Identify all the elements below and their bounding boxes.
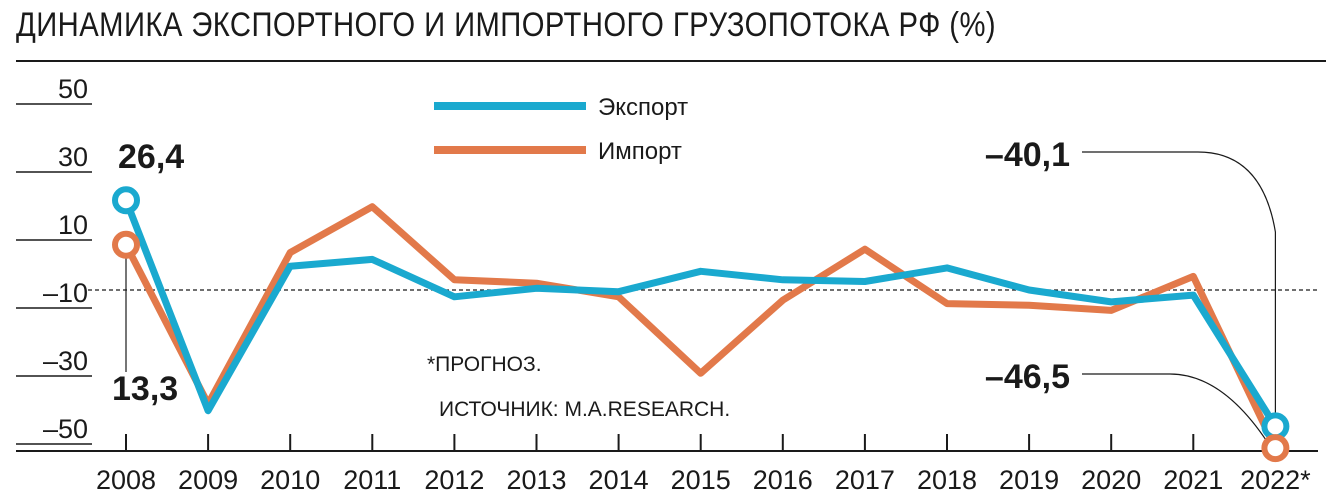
title-rule	[16, 60, 1326, 62]
x-tick-label: 2019	[999, 465, 1059, 495]
x-tick-label: 2015	[671, 465, 731, 495]
y-tick-label: 30	[58, 142, 88, 172]
x-tick-label: 2016	[753, 465, 813, 495]
series-lines	[122, 196, 1279, 452]
source-note: ИСТОЧНИК: M.A.RESEARCH.	[439, 398, 730, 421]
annotation-import-2022: –46,5	[985, 358, 1070, 396]
legend-label-import: Импорт	[598, 138, 682, 165]
x-tick-label: 2017	[835, 465, 895, 495]
marker-import-2008	[112, 230, 140, 259]
leader-import-2022	[1082, 373, 1268, 443]
y-tick-label: –50	[43, 414, 88, 444]
annotation-leaders	[125, 151, 1276, 443]
y-tick-label: –10	[43, 278, 88, 308]
y-tick-label: 50	[58, 74, 88, 104]
chart-title: ДИНАМИКА ЭКСПОРТНОГО И ИМПОРТНОГО ГРУЗОП…	[16, 6, 997, 44]
legend: Экспорт Импорт	[434, 94, 688, 165]
x-tick-label: 2022*	[1240, 465, 1311, 495]
annotation-export-2008: 26,4	[118, 138, 184, 176]
forecast-note: *ПРОГНОЗ.	[427, 353, 542, 376]
x-tick-label: 2014	[589, 465, 649, 495]
x-tick-label: 2010	[260, 465, 320, 495]
x-tick-label: 2009	[178, 465, 238, 495]
leader-export-2022	[1082, 151, 1276, 415]
x-tick-label: 2020	[1081, 465, 1141, 495]
x-tick-label: 2018	[917, 465, 977, 495]
series-line-import	[122, 203, 1279, 452]
marker-import-2022	[1261, 434, 1290, 463]
marker-export-2008	[112, 186, 140, 215]
x-axis: 2008 2009 2010 2011 2012 2013 2014 2015 2016 2017…	[16, 434, 1318, 495]
x-tick-label: 2021	[1163, 465, 1223, 495]
x-tick-label: 2011	[343, 465, 401, 495]
annotation-export-2022: –40,1	[985, 136, 1070, 174]
legend-label-export: Экспорт	[598, 94, 688, 121]
y-tick-label: 10	[58, 210, 88, 240]
x-tick-label: 2013	[506, 465, 566, 495]
end-markers	[112, 186, 1290, 463]
x-tick-label: 2008	[96, 465, 156, 495]
annotation-import-2008: 13,3	[112, 370, 178, 408]
y-tick-label: –30	[43, 346, 88, 376]
value-annotations: 26,4 13,3 –40,1 –46,5	[112, 136, 1070, 408]
y-axis-grid: 50 30 10 –10 –30 –50	[16, 74, 1318, 445]
marker-export-2022	[1261, 412, 1290, 441]
x-tick-label: 2012	[424, 465, 484, 495]
chart-notes: *ПРОГНОЗ. ИСТОЧНИК: M.A.RESEARCH.	[427, 353, 730, 421]
series-line-export	[122, 196, 1279, 430]
